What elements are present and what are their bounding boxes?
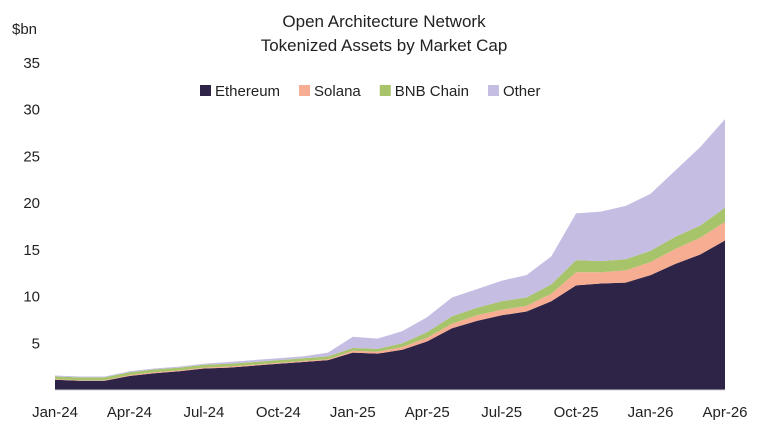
y-tick-label: 5 [32,335,40,352]
x-tick-label: Jul-25 [481,404,522,421]
legend-label: Solana [314,83,361,100]
y-tick-label: 10 [23,289,40,306]
legend-item-ethereum: Ethereum [200,83,280,100]
legend: Ethereum Solana BNB Chain Other [200,83,540,100]
legend-label: Other [503,83,541,100]
legend-swatch [299,85,311,96]
legend-label: BNB Chain [395,83,469,100]
legend-swatch [379,85,391,96]
y-tick-label: 15 [23,242,40,259]
x-tick-label: Jan-24 [32,404,78,421]
chart-title-line-2: Tokenized Assets by Market Cap [261,36,508,55]
area-series-group [55,119,725,391]
legend-item-other: Other [487,83,541,100]
legend-swatch [200,85,211,96]
chart-title-line-1: Open Architecture Network [282,12,486,31]
x-tick-label: Oct-24 [256,404,301,421]
x-tick-label: Apr-24 [107,404,152,421]
x-tick-label: Apr-25 [405,404,450,421]
legend-label: Ethereum [215,83,280,100]
legend-item-bnb-chain: BNB Chain [379,83,469,100]
legend-item-solana: Solana [299,83,361,100]
x-axis-ticks: Jan-24 Apr-24 Jul-24 Oct-24 Jan-25 Apr-25 Jul-… [32,404,747,421]
y-tick-label: 30 [23,102,40,119]
chart-title: Open Architecture Network Tokenized Asse… [261,12,508,55]
legend-swatch [487,85,499,96]
x-tick-label: Apr-26 [702,404,747,421]
area-series-other [55,119,725,378]
y-axis-ticks: 5 10 15 20 25 30 35 [23,55,40,352]
x-tick-label: Jan-26 [628,404,674,421]
area-series-ethereum [55,240,725,390]
y-axis-label: $bn [12,21,37,38]
y-tick-label: 35 [23,55,40,72]
y-tick-label: 20 [23,195,40,212]
x-tick-label: Oct-25 [554,404,599,421]
y-tick-label: 25 [23,148,40,165]
x-tick-label: Jan-25 [330,404,376,421]
x-tick-label: Jul-24 [183,404,224,421]
